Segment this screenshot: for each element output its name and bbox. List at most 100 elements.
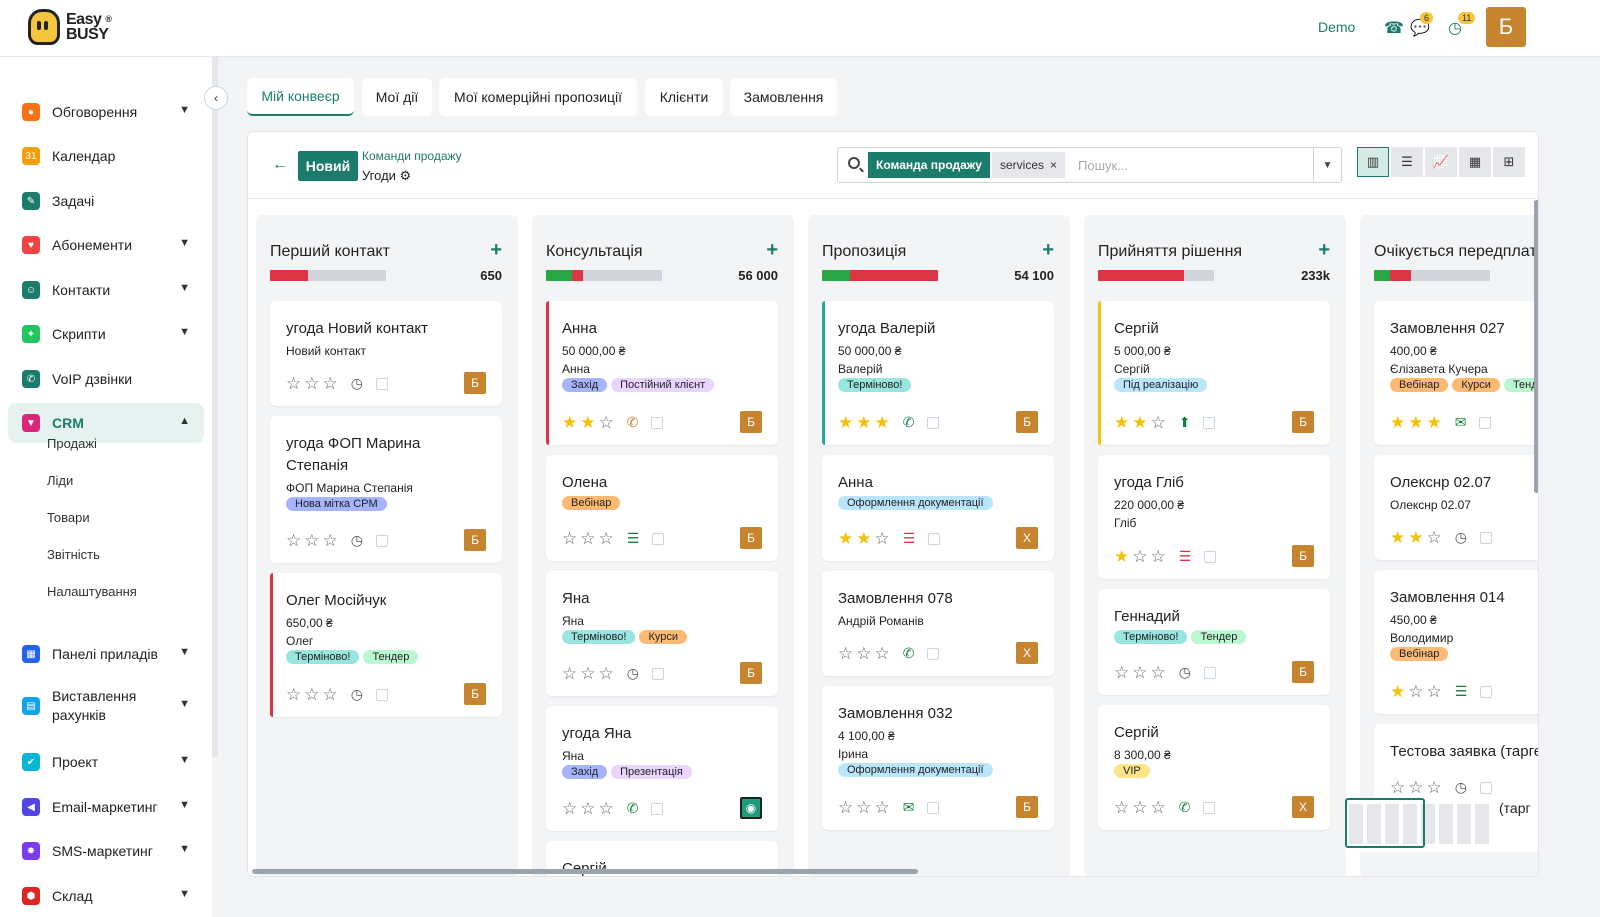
priority-star-icon[interactable]: ☆: [286, 685, 302, 704]
tab-2[interactable]: Мої комерційні пропозиції: [439, 78, 637, 116]
progress-segment[interactable]: [822, 270, 850, 281]
column-progress-bar[interactable]: [1374, 270, 1490, 281]
column-progress-bar[interactable]: [822, 270, 938, 281]
priority-star-icon[interactable]: ☆: [838, 798, 854, 817]
column-title[interactable]: Очікується передплата: [1374, 243, 1539, 260]
deal-card[interactable]: Тестова заявка (таргет) ☆ ☆ ☆ ◷: [1374, 724, 1538, 810]
collapse-sidebar-button[interactable]: ‹: [204, 86, 228, 110]
deal-card[interactable]: Сергій 5 000,00 ₴ Сергій Під реалізацію ★ ★ ☆ ⬆…: [1098, 301, 1330, 445]
sidebar-item-sms[interactable]: ✸ SMS-маркетинг ▼: [8, 831, 204, 871]
deal-card[interactable]: Замовлення 027 400,00 ₴ Єлізавета Кучера Ве…: [1374, 301, 1538, 445]
sidebar-item-email[interactable]: ◀ Email-маркетинг ▼: [8, 787, 204, 827]
column-title[interactable]: Пропозиція: [822, 243, 907, 260]
phone-icon[interactable]: ✆: [626, 800, 639, 816]
deal-card[interactable]: Геннадий Терміново! Тендер ☆ ☆ ☆ ◷ Б: [1098, 589, 1330, 695]
sidebar-item-scripts[interactable]: ✦ Скрипти ▼: [8, 314, 204, 354]
vertical-scrollbar[interactable]: [1534, 200, 1538, 493]
card-checkbox[interactable]: [651, 667, 664, 680]
priority-star-icon[interactable]: ★: [1390, 682, 1406, 701]
priority-star-icon[interactable]: ☆: [1426, 528, 1442, 547]
clock-icon[interactable]: ◷: [350, 375, 363, 391]
progress-segment[interactable]: [1098, 270, 1184, 281]
priority-star-icon[interactable]: ☆: [1426, 778, 1442, 797]
card-checkbox[interactable]: [928, 532, 941, 545]
sidebar-item-phone[interactable]: ✆ VoIP дзвінки: [8, 359, 204, 399]
chevron-down-icon[interactable]: ▼: [179, 799, 190, 811]
sidebar-item-tasks[interactable]: ✎ Задачі: [8, 181, 204, 221]
priority-star-icon[interactable]: ☆: [1114, 663, 1130, 682]
card-checkbox[interactable]: [651, 416, 664, 429]
priority-star-icon[interactable]: ☆: [286, 531, 302, 550]
priority-star-icon[interactable]: ☆: [580, 799, 596, 818]
card-checkbox[interactable]: [375, 688, 388, 701]
assignee-avatar[interactable]: Б: [1292, 545, 1314, 567]
list-icon[interactable]: ☰: [1454, 683, 1468, 699]
card-checkbox[interactable]: [927, 801, 940, 814]
chevron-up-icon[interactable]: ▲: [179, 415, 190, 427]
priority-star-icon[interactable]: ★: [1390, 413, 1406, 432]
priority-star-icon[interactable]: ☆: [1132, 798, 1148, 817]
remove-filter-icon[interactable]: ×: [1050, 158, 1058, 172]
assignee-avatar[interactable]: Х: [1016, 642, 1038, 664]
priority-star-icon[interactable]: ☆: [304, 531, 320, 550]
graph-view-icon[interactable]: 📈: [1425, 147, 1457, 177]
assignee-avatar[interactable]: Б: [464, 529, 486, 551]
chevron-down-icon[interactable]: ▼: [179, 843, 190, 855]
sidebar-item-contacts[interactable]: ☺ Контакти ▼: [8, 270, 204, 310]
filter-chip-sales-team[interactable]: Команда продажу: [868, 152, 990, 178]
priority-star-icon[interactable]: ☆: [286, 374, 302, 393]
priority-star-icon[interactable]: ☆: [580, 664, 596, 683]
clock-icon[interactable]: ◷: [1178, 664, 1191, 680]
assignee-avatar[interactable]: Б: [740, 662, 762, 684]
priority-star-icon[interactable]: ★: [838, 529, 854, 548]
timer-icon[interactable]: ◷ 11: [1448, 12, 1476, 38]
column-progress-bar[interactable]: [1098, 270, 1214, 281]
deal-card[interactable]: Замовлення 032 4 100,00 ₴ Ірина Оформлення …: [822, 686, 1054, 830]
card-checkbox[interactable]: [375, 377, 388, 390]
column-progress-bar[interactable]: [270, 270, 386, 281]
priority-star-icon[interactable]: ★: [1408, 528, 1424, 547]
card-checkbox[interactable]: [1479, 781, 1492, 794]
deal-card[interactable]: Замовлення 078 Андрій Романів ☆ ☆ ☆ ✆ Х: [822, 571, 1054, 676]
add-card-icon[interactable]: +: [1042, 239, 1054, 261]
chevron-down-icon[interactable]: ▼: [179, 282, 190, 294]
sidebar-item-calendar[interactable]: 31 Календар: [8, 136, 204, 176]
search-bar[interactable]: Команда продажу services × Пошук... ▼: [837, 147, 1342, 183]
list-icon[interactable]: ☰: [1178, 548, 1192, 564]
chat-icon[interactable]: 💬 6: [1410, 12, 1434, 38]
assignee-avatar[interactable]: Б: [464, 372, 486, 394]
priority-star-icon[interactable]: ☆: [304, 374, 320, 393]
priority-star-icon[interactable]: ☆: [598, 529, 614, 548]
assignee-avatar[interactable]: Б: [464, 683, 486, 705]
priority-star-icon[interactable]: ★: [562, 413, 578, 432]
priority-star-icon[interactable]: ☆: [1114, 798, 1130, 817]
email-icon[interactable]: ✉: [1454, 414, 1467, 430]
chevron-down-icon[interactable]: ▼: [179, 326, 190, 338]
sidebar-item-dashboard[interactable]: ▦ Панелі приладів ▼: [8, 634, 204, 674]
progress-segment[interactable]: [849, 270, 938, 281]
priority-star-icon[interactable]: ☆: [838, 644, 854, 663]
priority-star-icon[interactable]: ☆: [856, 798, 872, 817]
deal-card[interactable]: Олекснр 02.07 Олекснр 02.07 ★ ★ ☆ ◷: [1374, 455, 1538, 560]
add-card-icon[interactable]: +: [1318, 239, 1330, 261]
demo-link[interactable]: Demo: [1318, 19, 1356, 35]
priority-star-icon[interactable]: ★: [1114, 547, 1130, 566]
priority-star-icon[interactable]: ☆: [562, 664, 578, 683]
deal-card[interactable]: угода Новий контакт Новий контакт ☆ ☆ ☆ ◷ Б: [270, 301, 502, 406]
crm-sub-item[interactable]: Продажі: [47, 436, 97, 451]
card-checkbox[interactable]: [1203, 666, 1216, 679]
phone-icon[interactable]: ✆: [902, 645, 915, 661]
priority-star-icon[interactable]: ☆: [1132, 663, 1148, 682]
pivot-view-icon[interactable]: ⊞: [1493, 147, 1525, 177]
column-title[interactable]: Консультація: [546, 243, 643, 260]
chevron-down-icon[interactable]: ▼: [179, 888, 190, 900]
deal-card[interactable]: Замовлення 014 450,00 ₴ Володимир Вебінар ★ ☆…: [1374, 570, 1538, 714]
progress-segment[interactable]: [1390, 270, 1412, 281]
card-checkbox[interactable]: [1203, 801, 1216, 814]
priority-star-icon[interactable]: ★: [1408, 413, 1424, 432]
horizontal-scrollbar[interactable]: [252, 869, 918, 874]
add-card-icon[interactable]: +: [490, 239, 502, 261]
deal-card[interactable]: Олена Вебінар ☆ ☆ ☆ ☰ Б: [546, 455, 778, 561]
sidebar-item-discussion[interactable]: ● Обговорення ▼: [8, 92, 204, 132]
priority-star-icon[interactable]: ★: [856, 413, 872, 432]
